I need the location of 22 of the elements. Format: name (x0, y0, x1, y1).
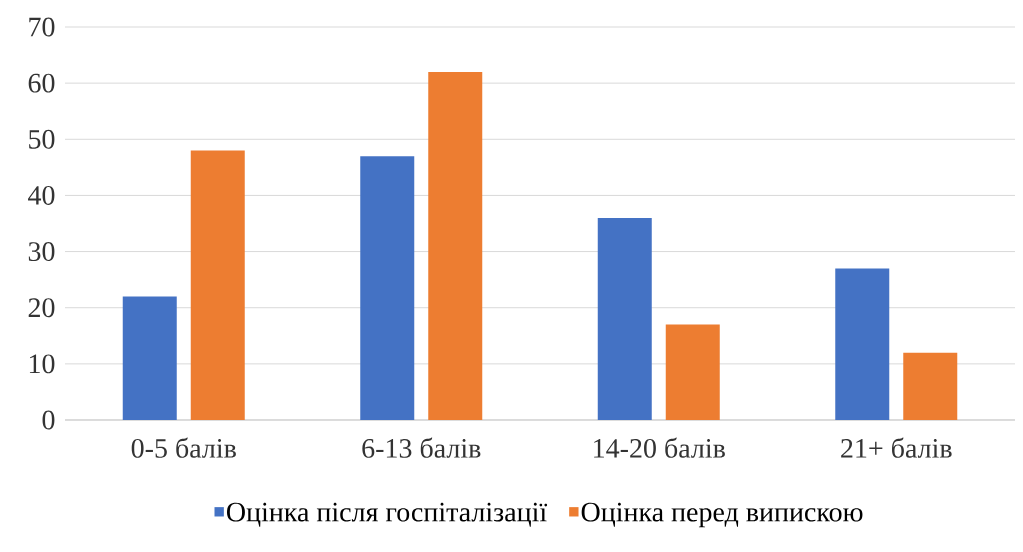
bar (903, 352, 958, 420)
legend-label: Оцінка перед випискою (581, 502, 863, 528)
x-tick-label: 21+ балів (841, 437, 952, 458)
bar (360, 156, 415, 420)
bar (428, 71, 483, 420)
bar (597, 217, 652, 420)
legend-label: Оцінка після госпіталізації (227, 502, 548, 527)
bar (835, 268, 890, 420)
y-tick-label: 40 (28, 185, 55, 205)
bar (190, 150, 245, 420)
x-tick-label: 6-13 балів (362, 437, 481, 458)
y-tick-label: 0 (42, 410, 55, 430)
bar (665, 324, 720, 420)
bar (122, 296, 177, 420)
x-tick-label: 0-5 балів (131, 437, 236, 458)
y-tick-label: 20 (28, 298, 55, 318)
y-tick-label: 60 (28, 73, 55, 93)
x-tick-label: 14-20 балів (594, 437, 725, 458)
y-tick-label: 10 (29, 354, 55, 374)
y-tick-label: 50 (29, 129, 55, 149)
y-tick-label: 30 (28, 242, 55, 262)
y-tick-label: 70 (29, 17, 55, 37)
